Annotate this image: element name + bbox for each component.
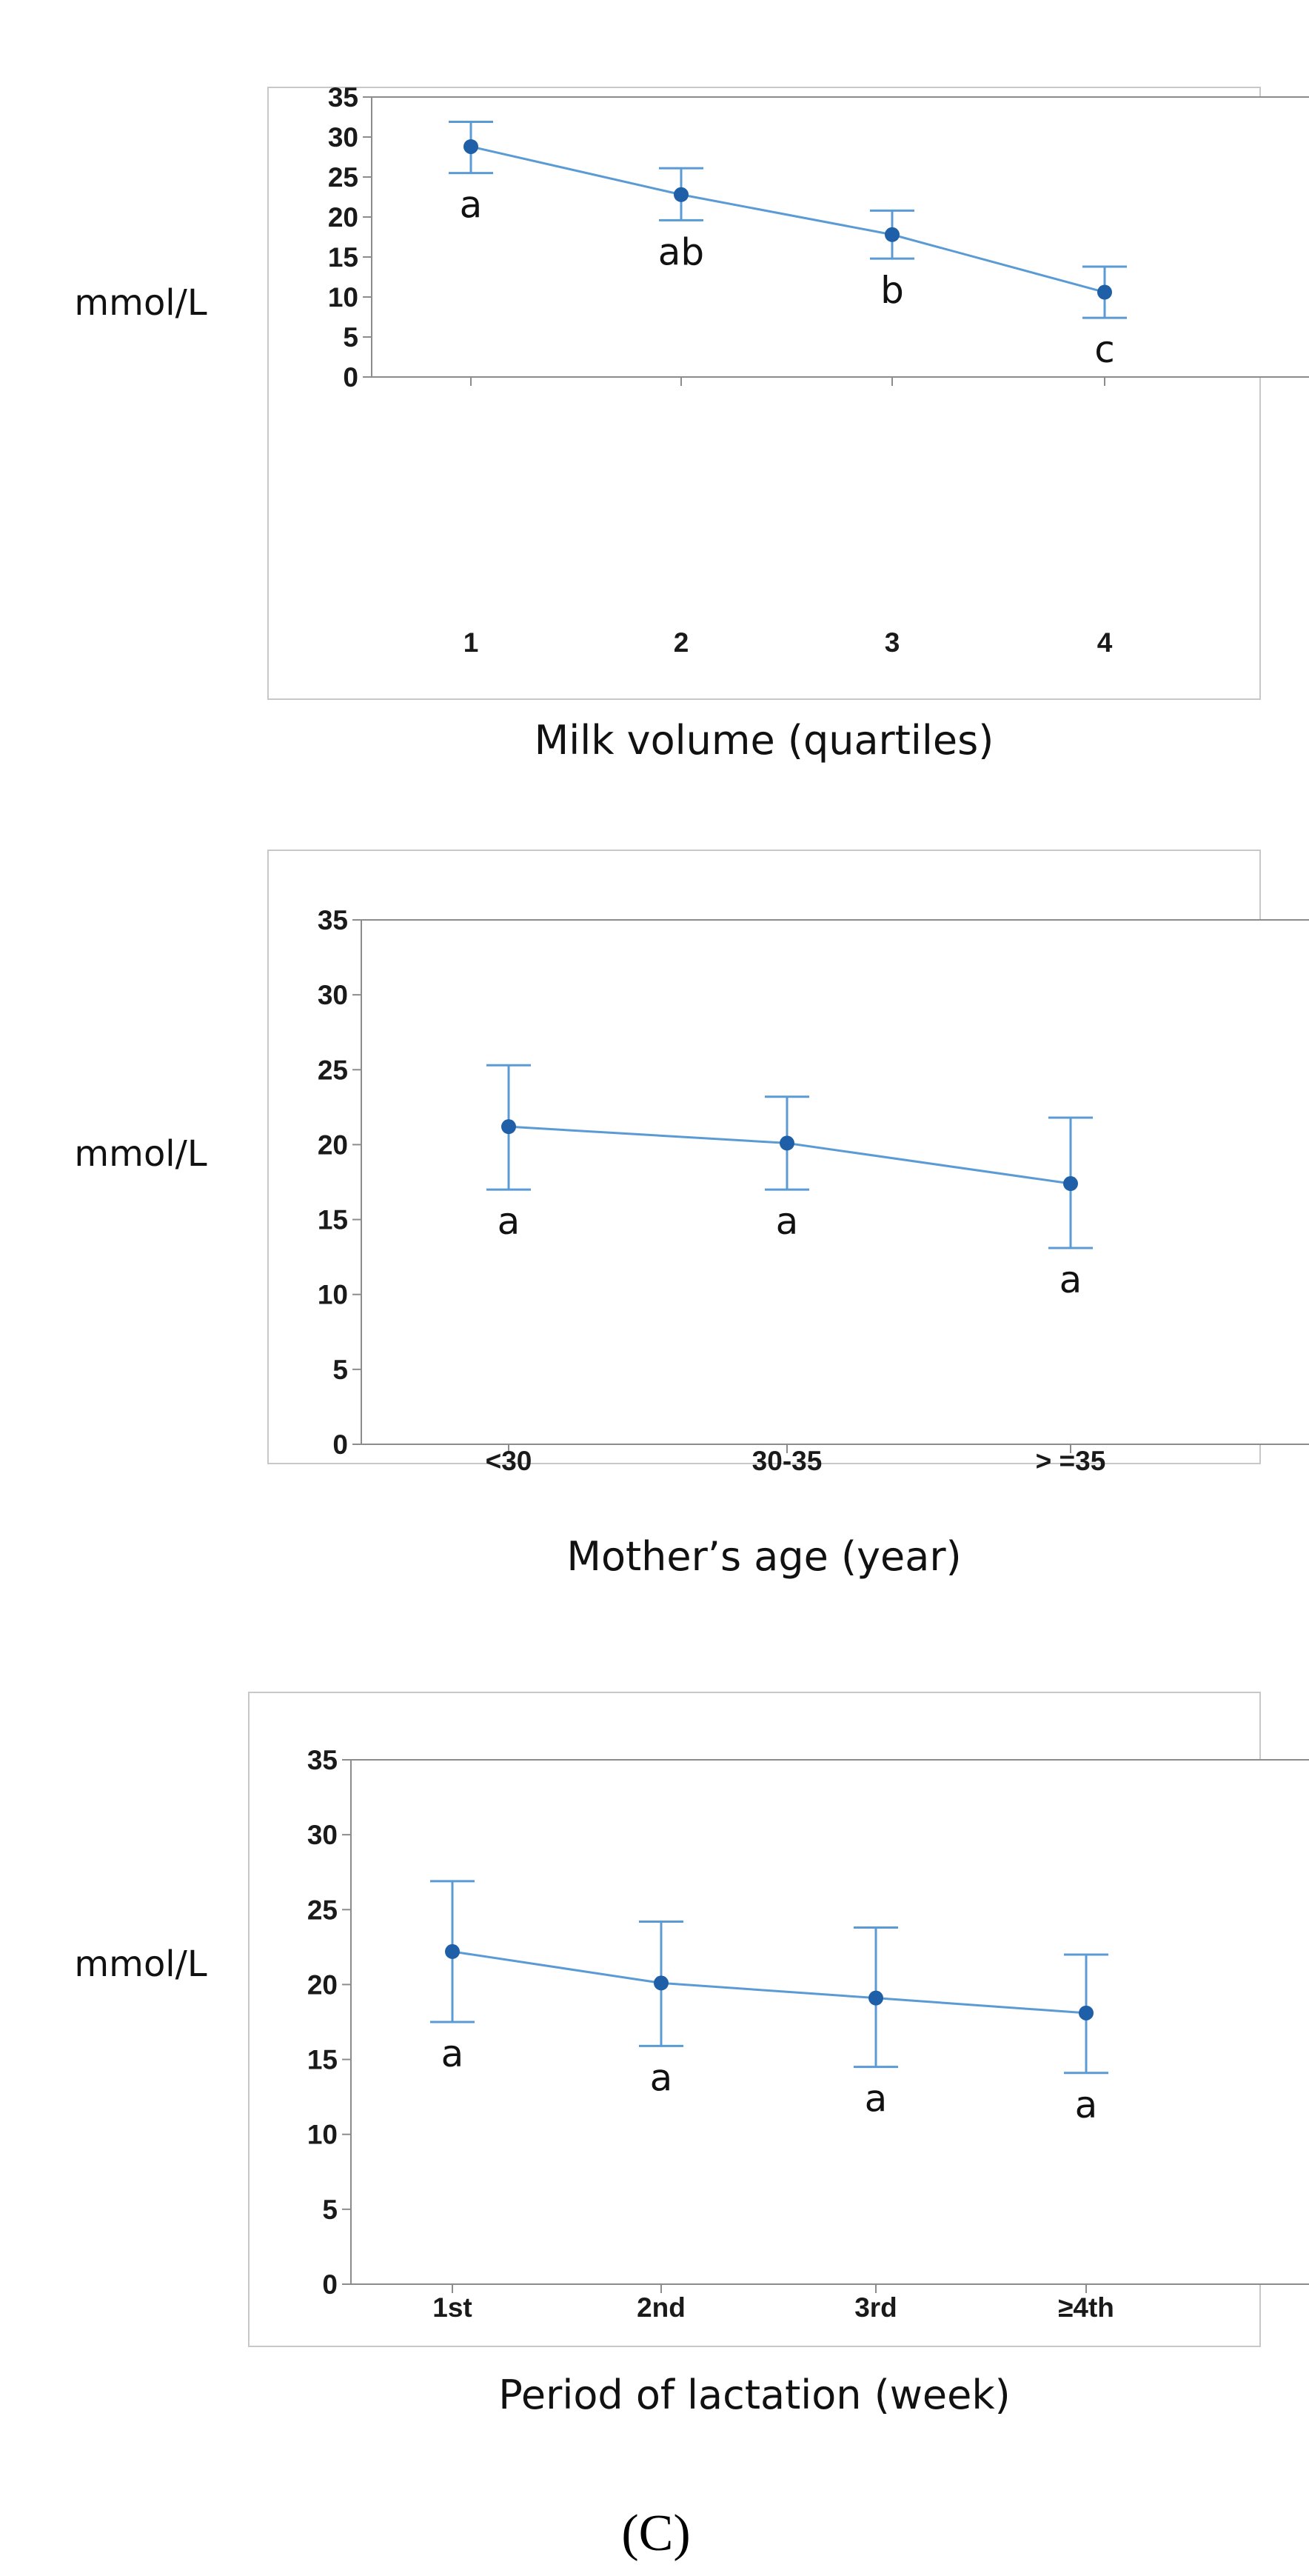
group-label: a — [460, 184, 483, 227]
x-tick-label: 2 — [674, 627, 689, 658]
group-label: a — [498, 1200, 520, 1243]
x-tick-label: 1 — [463, 627, 479, 658]
y-tick-label: 15 — [307, 2045, 338, 2075]
y-tick-label: 10 — [318, 1280, 348, 1310]
chart-3: 0 5 10 15 20 25 30 35 1st 2nd 3rd ≥4th a a a a mmol/L Per… — [74, 1692, 1309, 2418]
group-label: b — [880, 269, 904, 312]
plot-area — [371, 96, 1309, 378]
group-label: a — [776, 1200, 799, 1243]
y-tick-label: 0 — [343, 362, 358, 393]
y-tick-label: 30 — [318, 980, 348, 1010]
y-tick-label: 15 — [318, 1205, 348, 1235]
group-label: c — [1094, 328, 1115, 371]
x-tick-label: 1st — [432, 2292, 472, 2323]
x-tick-label: <30 — [486, 1446, 532, 1476]
series-line — [452, 1950, 1087, 2015]
data-point — [501, 1119, 516, 1135]
data-point — [1097, 284, 1112, 300]
data-point — [868, 1990, 883, 2006]
group-label: a — [1075, 2083, 1098, 2126]
y-tick-label: 25 — [307, 1895, 338, 1925]
data-point — [674, 187, 689, 202]
y-tick-label: 25 — [318, 1055, 348, 1085]
x-tick-label: 2nd — [637, 2292, 686, 2323]
x-tick-label: 3 — [885, 627, 900, 658]
data-point — [463, 139, 478, 154]
data-point — [1063, 1176, 1078, 1192]
y-tick-label: 5 — [322, 2195, 338, 2225]
x-tick-label: ≥4th — [1058, 2292, 1114, 2323]
y-tick-label: 10 — [307, 2120, 338, 2150]
panel-letter: (C) — [621, 2505, 690, 2562]
y-tick-label: 25 — [328, 162, 358, 193]
y-tick-label: 35 — [318, 905, 348, 935]
chart-1: 0 5 10 15 20 25 30 35 1 2 3 4 a ab b c mmol/L Milk volume… — [74, 82, 1309, 764]
x-tick-label: 30-35 — [752, 1446, 823, 1476]
y-tick-label: 5 — [332, 1355, 348, 1385]
x-tick-label: > =35 — [1036, 1446, 1106, 1476]
plot-area — [350, 1759, 1309, 2285]
data-point — [885, 227, 900, 242]
y-axis-label: mmol/L — [74, 1133, 207, 1175]
y-tick-label: 35 — [307, 1745, 338, 1775]
group-label: a — [650, 2056, 673, 2099]
y-tick-label: 35 — [328, 82, 358, 113]
group-label: a — [1059, 1258, 1082, 1301]
data-point — [1079, 2005, 1094, 2021]
plot-area — [361, 919, 1309, 1445]
charts-layer: 0 5 10 15 20 25 30 35 1 2 3 4 a ab b c mmol/L Milk volume… — [74, 82, 1309, 2418]
group-label: a — [865, 2078, 888, 2120]
y-tick-label: 30 — [307, 1820, 338, 1850]
data-point — [654, 1975, 669, 1991]
y-axis-label: mmol/L — [74, 282, 207, 324]
data-point — [445, 1943, 460, 1959]
data-point — [780, 1135, 794, 1151]
series-line — [470, 145, 1105, 293]
y-tick-label: 20 — [328, 202, 358, 233]
y-tick-label: 20 — [318, 1129, 348, 1160]
group-label: a — [441, 2032, 464, 2075]
y-tick-label: 5 — [343, 322, 358, 353]
x-axis-label: Mother’s age (year) — [566, 1533, 961, 1580]
group-label: ab — [658, 230, 704, 273]
x-axis-label: Milk volume (quartiles) — [535, 717, 994, 764]
y-tick-label: 0 — [332, 1429, 348, 1460]
chart-2: 0 5 10 15 20 25 30 35 <30 30-35 > =35 a a a mmol/L Moth… — [74, 850, 1309, 1580]
y-tick-label: 15 — [328, 242, 358, 273]
x-tick-label: 4 — [1097, 627, 1113, 658]
x-axis-label: Period of lactation (week) — [498, 2372, 1010, 2418]
x-tick-label: 3rd — [854, 2292, 897, 2323]
y-tick-label: 20 — [307, 1969, 338, 2000]
y-axis-label: mmol/L — [74, 1943, 207, 1985]
y-tick-label: 30 — [328, 122, 358, 153]
y-tick-label: 10 — [328, 282, 358, 313]
y-tick-label: 0 — [322, 2269, 338, 2300]
